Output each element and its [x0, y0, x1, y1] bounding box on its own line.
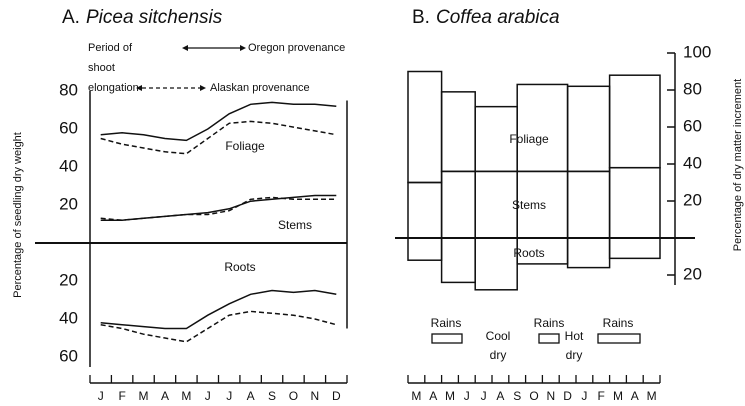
x-tick-label: A [631, 389, 639, 403]
y-axis-title: Percentage of dry matter increment [732, 79, 744, 251]
roots-line [100, 289, 337, 330]
y-tick-label: 80 [683, 79, 702, 98]
season-label: Hot [565, 329, 584, 343]
region-label: Foliage [509, 132, 549, 146]
foliage-bar [440, 91, 476, 173]
x-tick-label: M [445, 389, 455, 403]
x-tick-label: N [311, 389, 320, 403]
y-tick-label: 60 [59, 118, 78, 137]
season-box [597, 333, 641, 344]
x-tick-label: N [546, 389, 555, 403]
roots-bar [440, 237, 476, 284]
region-label: Roots [513, 246, 544, 260]
stems-line [100, 194, 337, 221]
x-tick-label: M [411, 389, 421, 403]
x-tick-label: J [464, 389, 470, 403]
region-label: Stems [512, 198, 546, 212]
stems-bar [407, 181, 443, 239]
x-tick-label: F [118, 389, 125, 403]
x-tick-label: O [289, 389, 298, 403]
foliage-line [100, 120, 337, 155]
season-box [431, 333, 463, 344]
x-tick-label: J [581, 389, 587, 403]
season-label: Rains [603, 316, 634, 330]
y-tick-label: 40 [683, 153, 702, 172]
x-tick-label: M [613, 389, 623, 403]
x-tick-label: D [563, 389, 572, 403]
foliage-bar [407, 70, 443, 184]
x-tick-label: A [247, 389, 255, 403]
stems-bar [566, 170, 611, 239]
roots-bar [566, 237, 611, 269]
legend-title: Period of [88, 42, 133, 54]
panel-title: Coffea arabica [436, 7, 560, 28]
x-tick-label: M [647, 389, 657, 403]
y-tick-label: 100 [683, 42, 711, 61]
panel-label: A. [62, 7, 80, 28]
legend-title: shoot [88, 62, 115, 74]
roots-bar [608, 237, 661, 260]
roots-line [100, 310, 337, 343]
y-tick-label: 20 [683, 264, 702, 283]
panel-title: Picea sitchensis [86, 7, 223, 28]
region-label: Stems [278, 218, 312, 232]
y-tick-label: 40 [59, 308, 78, 327]
x-tick-label: F [598, 389, 605, 403]
y-tick-label: 20 [59, 194, 78, 213]
season-label: Rains [534, 316, 565, 330]
x-tick-label: M [139, 389, 149, 403]
legend-label: Alaskan provenance [210, 82, 310, 94]
x-tick-label: J [226, 389, 232, 403]
legend-title: elongation [88, 82, 139, 94]
x-tick-label: A [429, 389, 437, 403]
season-label: dry [566, 348, 583, 362]
season-label: Rains [431, 316, 462, 330]
region-label: Foliage [225, 139, 265, 153]
region-label: Roots [224, 260, 255, 274]
x-tick-label: D [332, 389, 341, 403]
season-label: Cool [486, 329, 511, 343]
x-tick-label: A [496, 389, 504, 403]
y-tick-label: 40 [59, 156, 78, 175]
y-tick-label: 80 [59, 80, 78, 99]
stems-bar [440, 170, 476, 239]
x-tick-label: M [181, 389, 191, 403]
panel-label: B. [412, 7, 430, 28]
season-box [538, 333, 560, 344]
stems-bar [608, 166, 661, 239]
stems-bar [474, 170, 518, 239]
foliage-bar [608, 74, 661, 169]
legend-label: Oregon provenance [248, 42, 345, 54]
season-label: dry [490, 348, 507, 362]
x-tick-label: J [205, 389, 211, 403]
y-tick-label: 20 [59, 270, 78, 289]
x-tick-label: O [529, 389, 538, 403]
y-tick-label: 60 [59, 346, 78, 365]
roots-bar [474, 237, 518, 291]
y-tick-label: 20 [683, 190, 702, 209]
x-tick-label: S [268, 389, 276, 403]
x-tick-label: J [98, 389, 104, 403]
stems-line [100, 196, 337, 221]
x-tick-label: S [513, 389, 521, 403]
foliage-bar [516, 83, 569, 173]
roots-bar [407, 237, 443, 261]
y-axis-title: Percentage of seedling dry weight [12, 132, 24, 298]
x-tick-label: A [161, 389, 169, 403]
foliage-bar [566, 85, 611, 173]
foliage-line [100, 101, 337, 142]
y-tick-label: 60 [683, 116, 702, 135]
x-tick-label: J [481, 389, 487, 403]
